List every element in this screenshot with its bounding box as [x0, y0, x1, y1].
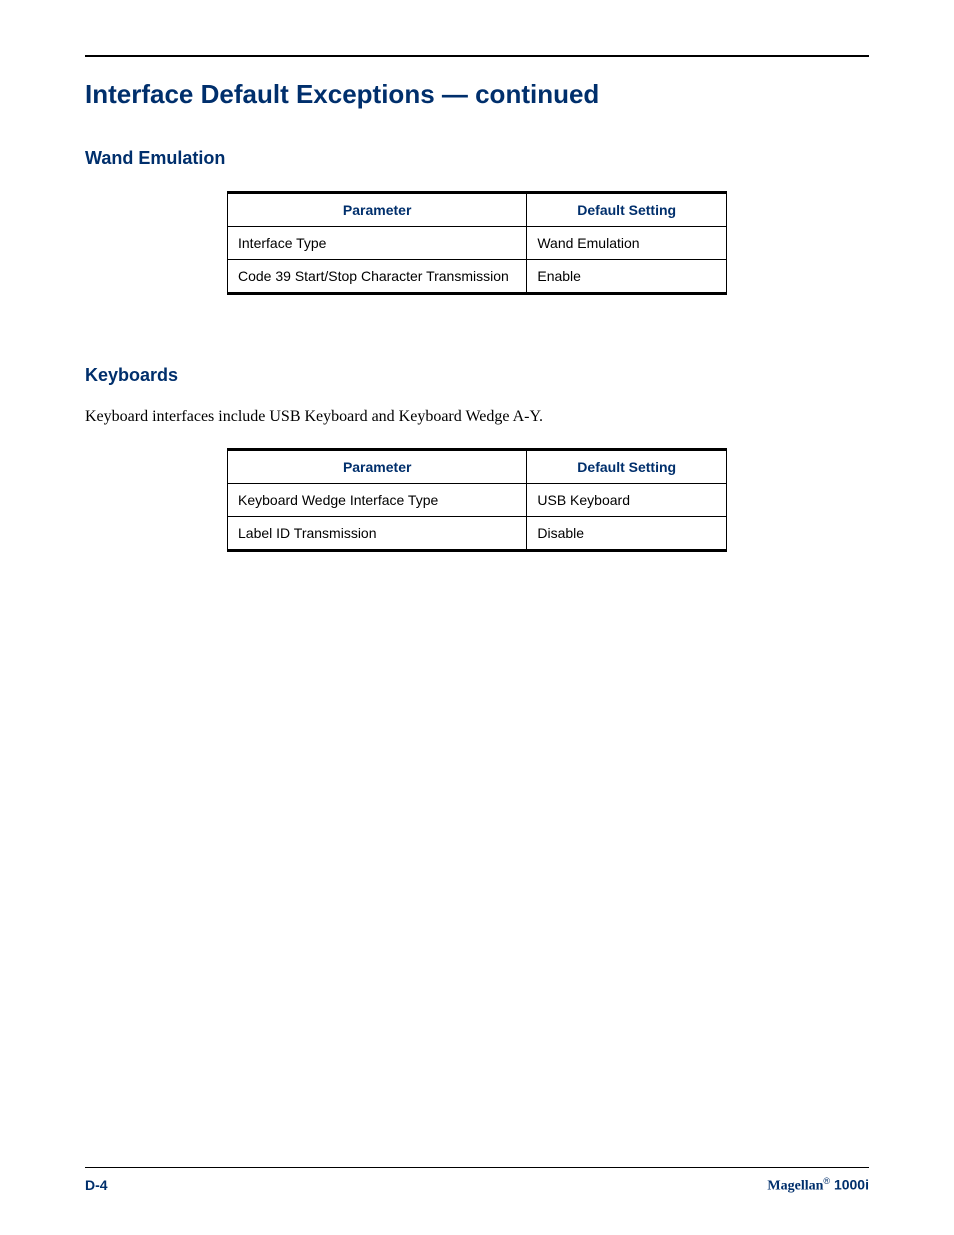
- page-footer: D-4 Magellan® 1000i: [85, 1167, 869, 1195]
- page-title: Interface Default Exceptions — continued: [85, 79, 869, 110]
- table-cell-parameter: Interface Type: [228, 227, 527, 260]
- table-header-parameter: Parameter: [228, 450, 527, 484]
- top-horizontal-rule: [85, 55, 869, 57]
- table-cell-setting: Enable: [527, 260, 727, 294]
- table-cell-parameter: Label ID Transmission: [228, 517, 527, 551]
- wand-emulation-table: Parameter Default Setting Interface Type…: [227, 191, 727, 295]
- keyboards-table: Parameter Default Setting Keyboard Wedge…: [227, 448, 727, 552]
- table-header-default-setting: Default Setting: [527, 193, 727, 227]
- table-header-default-setting: Default Setting: [527, 450, 727, 484]
- table-cell-parameter: Code 39 Start/Stop Character Transmissio…: [228, 260, 527, 294]
- keyboards-body-text: Keyboard interfaces include USB Keyboard…: [85, 408, 869, 426]
- section-heading-wand-emulation: Wand Emulation: [85, 148, 869, 169]
- product-name: Magellan® 1000i: [767, 1176, 869, 1195]
- footer-horizontal-rule: [85, 1167, 869, 1168]
- product-model: 1000i: [830, 1177, 869, 1193]
- table-header-parameter: Parameter: [228, 193, 527, 227]
- table-row: Label ID Transmission Disable: [228, 517, 727, 551]
- table-cell-setting: USB Keyboard: [527, 484, 727, 517]
- table-header-row: Parameter Default Setting: [228, 450, 727, 484]
- table-cell-parameter: Keyboard Wedge Interface Type: [228, 484, 527, 517]
- table-cell-setting: Wand Emulation: [527, 227, 727, 260]
- table-row: Interface Type Wand Emulation: [228, 227, 727, 260]
- table-row: Code 39 Start/Stop Character Transmissio…: [228, 260, 727, 294]
- page-number: D-4: [85, 1177, 108, 1193]
- table-header-row: Parameter Default Setting: [228, 193, 727, 227]
- product-brand: Magellan: [767, 1179, 823, 1194]
- table-cell-setting: Disable: [527, 517, 727, 551]
- section-heading-keyboards: Keyboards: [85, 365, 869, 386]
- table-row: Keyboard Wedge Interface Type USB Keyboa…: [228, 484, 727, 517]
